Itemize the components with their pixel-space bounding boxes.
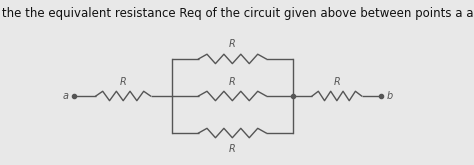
Text: a: a [63,91,69,101]
Text: R: R [229,77,236,86]
Text: b: b [387,91,393,101]
Text: Find the the equivalent resistance Req of the circuit given above between points: Find the the equivalent resistance Req o… [0,7,474,20]
Text: R: R [334,77,340,86]
Text: R: R [229,144,236,154]
Text: R: R [120,77,127,86]
Text: R: R [229,39,236,49]
